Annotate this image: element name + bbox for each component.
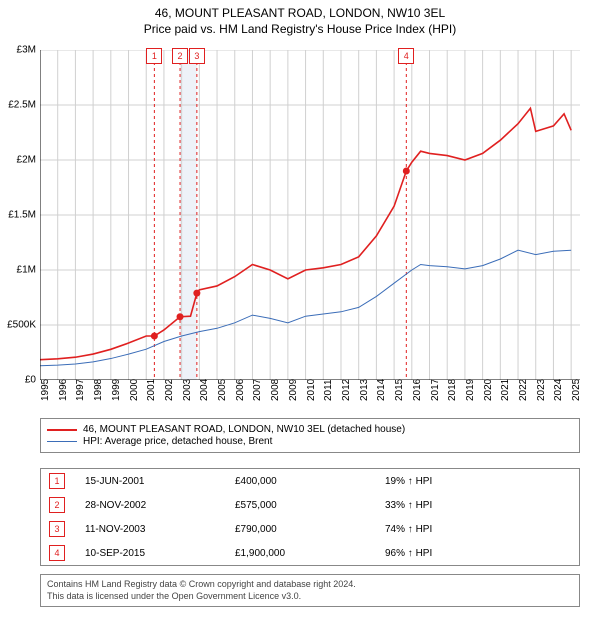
x-axis-label: 2013 bbox=[359, 379, 370, 401]
marker-table: 115-JUN-2001£400,00019% ↑ HPI228-NOV-200… bbox=[40, 468, 580, 566]
chart-plot-area: £0£500K£1M£1.5M£2M£2.5M£3M 1995199619971… bbox=[40, 50, 580, 380]
title-block: 46, MOUNT PLEASANT ROAD, LONDON, NW10 3E… bbox=[0, 0, 600, 36]
x-axis-label: 2018 bbox=[447, 379, 458, 401]
y-axis-label: £3M bbox=[2, 45, 36, 56]
legend-label: HPI: Average price, detached house, Bren… bbox=[83, 436, 272, 447]
x-axis-label: 2007 bbox=[252, 379, 263, 401]
marker-date: 15-JUN-2001 bbox=[65, 476, 215, 487]
x-axis-label: 1996 bbox=[58, 379, 69, 401]
marker-date: 28-NOV-2002 bbox=[65, 500, 215, 511]
x-axis-label: 1995 bbox=[40, 379, 51, 401]
x-axis-label: 1999 bbox=[111, 379, 122, 401]
disclaimer-line: This data is licensed under the Open Gov… bbox=[47, 591, 573, 603]
x-axis-label: 2005 bbox=[217, 379, 228, 401]
x-axis-label: 2020 bbox=[483, 379, 494, 401]
marker-price: £790,000 bbox=[215, 524, 365, 535]
marker-table-row: 311-NOV-2003£790,00074% ↑ HPI bbox=[41, 517, 579, 541]
disclaimer: Contains HM Land Registry data © Crown c… bbox=[40, 574, 580, 607]
y-axis-label: £2M bbox=[2, 155, 36, 166]
y-axis-label: £2.5M bbox=[2, 100, 36, 111]
marker-date: 10-SEP-2015 bbox=[65, 548, 215, 559]
x-axis-label: 2023 bbox=[536, 379, 547, 401]
x-axis-label: 2001 bbox=[146, 379, 157, 401]
x-axis-label: 2006 bbox=[235, 379, 246, 401]
marker-flag: 3 bbox=[189, 48, 205, 64]
marker-table-row: 115-JUN-2001£400,00019% ↑ HPI bbox=[41, 469, 579, 493]
y-axis-label: £1.5M bbox=[2, 210, 36, 221]
marker-flag: 4 bbox=[398, 48, 414, 64]
disclaimer-line: Contains HM Land Registry data © Crown c… bbox=[47, 579, 573, 591]
legend-item: HPI: Average price, detached house, Bren… bbox=[47, 436, 573, 447]
marker-flag: 2 bbox=[172, 48, 188, 64]
legend-swatch bbox=[47, 429, 77, 431]
x-axis-label: 2016 bbox=[412, 379, 423, 401]
x-axis-label: 2010 bbox=[306, 379, 317, 401]
marker-pct: 33% ↑ HPI bbox=[365, 500, 505, 511]
x-axis-label: 2014 bbox=[376, 379, 387, 401]
y-axis-label: £1M bbox=[2, 265, 36, 276]
x-axis-label: 1998 bbox=[93, 379, 104, 401]
marker-table-row: 410-SEP-2015£1,900,00096% ↑ HPI bbox=[41, 541, 579, 565]
legend: 46, MOUNT PLEASANT ROAD, LONDON, NW10 3E… bbox=[40, 418, 580, 453]
marker-flag: 1 bbox=[146, 48, 162, 64]
y-axis-label: £500K bbox=[2, 320, 36, 331]
marker-price: £400,000 bbox=[215, 476, 365, 487]
marker-pct: 74% ↑ HPI bbox=[365, 524, 505, 535]
marker-price: £1,900,000 bbox=[215, 548, 365, 559]
marker-number: 1 bbox=[49, 473, 65, 489]
marker-pct: 96% ↑ HPI bbox=[365, 548, 505, 559]
chart-svg bbox=[40, 50, 580, 380]
marker-date: 11-NOV-2003 bbox=[65, 524, 215, 535]
x-axis-label: 2012 bbox=[341, 379, 352, 401]
x-axis-label: 2024 bbox=[553, 379, 564, 401]
x-axis-label: 2002 bbox=[164, 379, 175, 401]
x-axis-label: 1997 bbox=[75, 379, 86, 401]
title-line1: 46, MOUNT PLEASANT ROAD, LONDON, NW10 3E… bbox=[0, 6, 600, 20]
marker-number: 4 bbox=[49, 545, 65, 561]
marker-pct: 19% ↑ HPI bbox=[365, 476, 505, 487]
chart-container: 46, MOUNT PLEASANT ROAD, LONDON, NW10 3E… bbox=[0, 0, 600, 620]
x-axis-label: 2019 bbox=[465, 379, 476, 401]
x-axis-label: 2025 bbox=[571, 379, 582, 401]
title-line2: Price paid vs. HM Land Registry's House … bbox=[0, 22, 600, 36]
x-axis-label: 2009 bbox=[288, 379, 299, 401]
x-axis-label: 2003 bbox=[182, 379, 193, 401]
x-axis-label: 2017 bbox=[430, 379, 441, 401]
x-axis-label: 2011 bbox=[323, 379, 334, 401]
y-axis-label: £0 bbox=[2, 375, 36, 386]
legend-label: 46, MOUNT PLEASANT ROAD, LONDON, NW10 3E… bbox=[83, 424, 405, 435]
x-axis-label: 2008 bbox=[270, 379, 281, 401]
x-axis-label: 2004 bbox=[199, 379, 210, 401]
x-axis-label: 2021 bbox=[500, 379, 511, 401]
marker-price: £575,000 bbox=[215, 500, 365, 511]
x-axis-label: 2022 bbox=[518, 379, 529, 401]
x-axis-label: 2000 bbox=[129, 379, 140, 401]
marker-number: 3 bbox=[49, 521, 65, 537]
marker-number: 2 bbox=[49, 497, 65, 513]
x-axis-label: 2015 bbox=[394, 379, 405, 401]
marker-table-row: 228-NOV-2002£575,00033% ↑ HPI bbox=[41, 493, 579, 517]
legend-swatch bbox=[47, 441, 77, 442]
legend-item: 46, MOUNT PLEASANT ROAD, LONDON, NW10 3E… bbox=[47, 424, 573, 435]
